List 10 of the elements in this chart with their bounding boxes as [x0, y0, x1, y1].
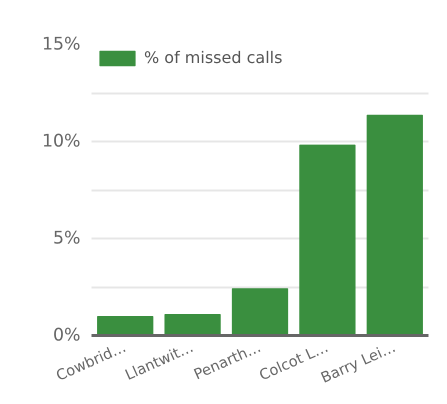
bar: [164, 314, 221, 336]
bar: [97, 316, 154, 336]
y-tick-label: 5%: [53, 228, 81, 248]
bar: [366, 114, 423, 336]
bar: [299, 144, 356, 336]
y-tick-label: 0%: [53, 326, 81, 346]
legend-label: % of missed calls: [144, 48, 282, 67]
bar: [232, 288, 288, 336]
y-tick-label: 15%: [42, 34, 80, 54]
y-tick-label: 10%: [42, 132, 80, 152]
